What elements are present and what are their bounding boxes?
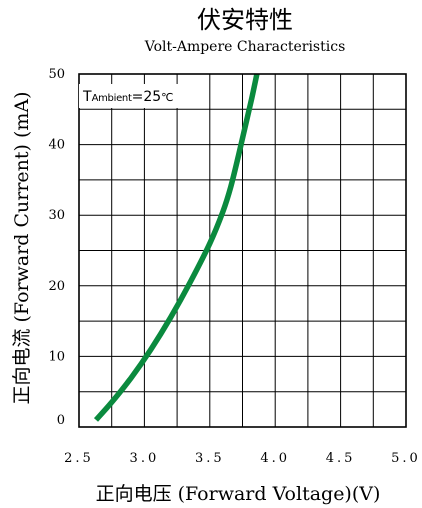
x-tick-label: 2.5 (64, 451, 94, 466)
annotation-prefix: T (82, 89, 92, 105)
annotation-unit: ℃ (161, 91, 173, 104)
y-tick-label: 10 (48, 349, 65, 364)
y-axis-label: 正向电流 (Forward Current) (mA) (11, 91, 33, 404)
chart-title: 伏安特性 (197, 6, 293, 34)
annotation-box (79, 84, 181, 108)
x-tick-label: 4.5 (326, 451, 356, 466)
annotation-label: TAmbient=25℃ (79, 84, 181, 108)
x-tick-labels: 2.5 3.0 3.5 4.0 4.5 5.0 (64, 451, 421, 466)
annotation-suffix: =25 (132, 89, 162, 105)
x-tick-label: 3.0 (130, 451, 160, 466)
annotation-subscript: Ambient (92, 93, 132, 104)
y-tick-label: 30 (48, 208, 65, 223)
x-tick-label: 4.0 (260, 451, 290, 466)
iv-curve-series-line (93, 73, 260, 422)
curve-layer (93, 73, 260, 422)
x-axis-label: 正向电压 (Forward Voltage)(V) (96, 483, 381, 505)
y-tick-label: 40 (48, 138, 65, 153)
x-tick-label: 3.5 (195, 451, 225, 466)
y-tick-label: 20 (48, 279, 65, 294)
svg-text:TAmbient=25℃: TAmbient=25℃ (82, 89, 174, 105)
y-tick-labels: 0 10 20 30 40 50 (48, 67, 65, 428)
plot-area-frame (78, 73, 407, 428)
x-tick-label: 5.0 (391, 451, 421, 466)
y-tick-label: 0 (57, 413, 65, 428)
chart-subtitle: Volt-Ampere Characteristics (144, 39, 346, 55)
y-tick-label: 50 (48, 67, 65, 82)
